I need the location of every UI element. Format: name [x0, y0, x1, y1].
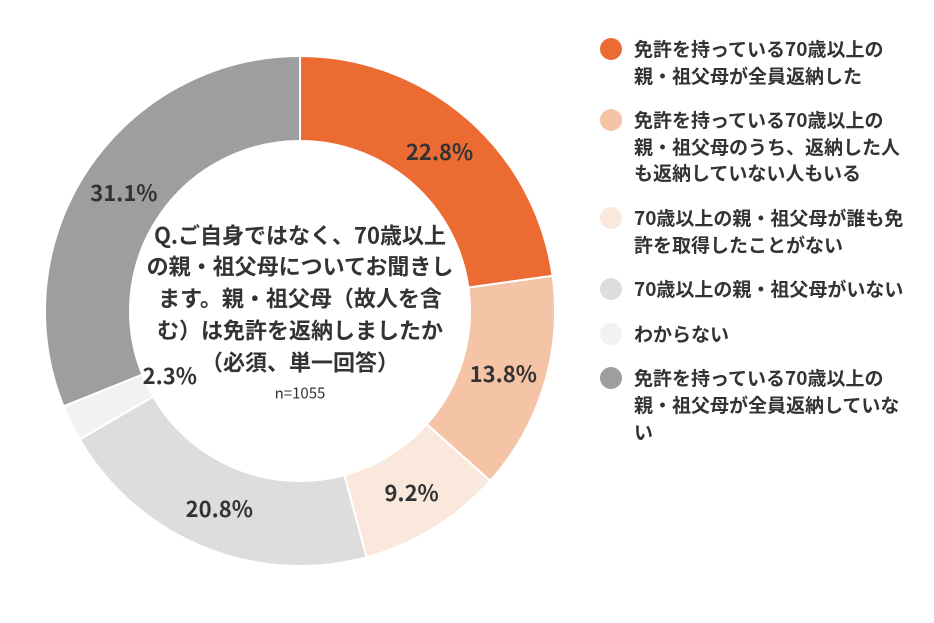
slice-percent-label: 31.1%	[90, 176, 157, 208]
legend-item: 免許を持っている70歳以上の親・祖父母が全員返納した	[600, 36, 914, 89]
slice-percent-label: 22.8%	[406, 135, 473, 167]
slice-percent-label: 9.2%	[384, 476, 438, 508]
legend-swatch	[600, 278, 622, 300]
legend-swatch	[600, 38, 622, 60]
legend-swatch	[600, 367, 622, 389]
legend-swatch	[600, 323, 622, 345]
legend-label: わからない	[634, 321, 729, 348]
legend-label: 70歳以上の親・祖父母がいない	[634, 276, 903, 303]
legend-swatch	[600, 109, 622, 131]
legend-label: 70歳以上の親・祖父母が誰も免許を取得したことがない	[634, 205, 904, 258]
legend-item: わからない	[600, 321, 914, 348]
legend-item: 免許を持っている70歳以上の親・祖父母が全員返納していない	[600, 365, 914, 445]
legend-item: 70歳以上の親・祖父母がいない	[600, 276, 914, 303]
legend-label: 免許を持っている70歳以上の親・祖父母が全員返納した	[634, 36, 904, 89]
legend-label: 免許を持っている70歳以上の親・祖父母が全員返納していない	[634, 365, 904, 445]
slice-percent-label: 2.3%	[143, 359, 197, 391]
slice-percent-label: 13.8%	[470, 357, 537, 389]
slice-percent-label: 20.8%	[186, 492, 253, 524]
legend-label: 免許を持っている70歳以上の親・祖父母のうち、返納した人も返納していない人もいる	[634, 107, 904, 187]
chart-legend: 免許を持っている70歳以上の親・祖父母が全員返納した免許を持っている70歳以上の…	[600, 0, 934, 623]
legend-item: 免許を持っている70歳以上の親・祖父母のうち、返納した人も返納していない人もいる	[600, 107, 914, 187]
donut-chart-area: Q.ご自身ではなく、70歳以上の親・祖父母についてお聞きします。親・祖父母（故人…	[0, 0, 600, 623]
legend-swatch	[600, 207, 622, 229]
donut-slice	[80, 397, 367, 566]
chart-container: Q.ご自身ではなく、70歳以上の親・祖父母についてお聞きします。親・祖父母（故人…	[0, 0, 934, 623]
legend-item: 70歳以上の親・祖父母が誰も免許を取得したことがない	[600, 205, 914, 258]
chart-question: Q.ご自身ではなく、70歳以上の親・祖父母についてお聞きします。親・祖父母（故人…	[145, 219, 455, 347]
